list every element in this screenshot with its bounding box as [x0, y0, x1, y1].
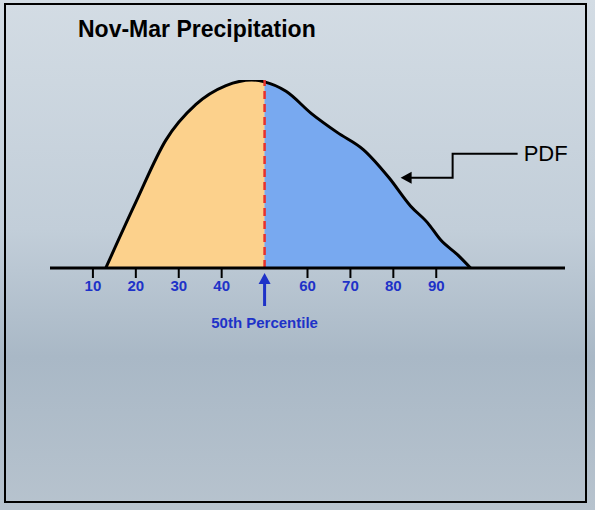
svg-text:40: 40 — [213, 277, 230, 294]
svg-text:60: 60 — [299, 277, 316, 294]
svg-text:20: 20 — [127, 277, 144, 294]
html-text:Nov-Mar Precipitation: Nov-Mar Precipitation — [78, 16, 316, 42]
svg-text:90: 90 — [428, 277, 445, 294]
svg-text:PDF: PDF — [524, 141, 568, 166]
svg-text:50th Percentile: 50th Percentile — [211, 314, 318, 331]
svg-text:70: 70 — [342, 277, 359, 294]
svg-text:30: 30 — [170, 277, 187, 294]
svg-text:80: 80 — [385, 277, 402, 294]
svg-text:10: 10 — [85, 277, 102, 294]
